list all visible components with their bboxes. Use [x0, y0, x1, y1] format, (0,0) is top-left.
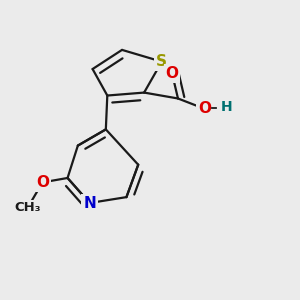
Text: O: O [166, 66, 178, 81]
Text: O: O [36, 175, 49, 190]
Text: H: H [221, 100, 232, 114]
Text: CH₃: CH₃ [15, 201, 41, 214]
Text: N: N [83, 196, 96, 211]
Text: S: S [156, 54, 167, 69]
Text: O: O [198, 101, 211, 116]
